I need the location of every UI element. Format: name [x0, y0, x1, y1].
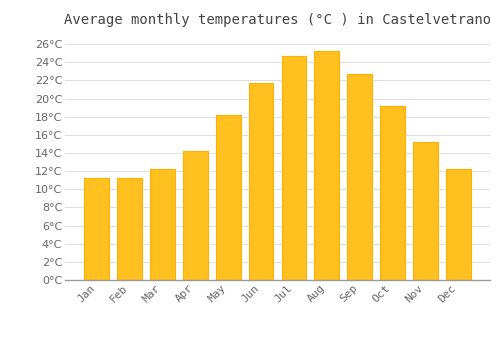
Bar	[282, 56, 306, 280]
Bar	[446, 169, 470, 280]
Bar	[216, 115, 240, 280]
Bar	[117, 178, 142, 280]
Bar	[380, 106, 405, 280]
Bar	[150, 169, 174, 280]
Bar	[413, 142, 438, 280]
Bar	[183, 151, 208, 280]
Bar	[84, 178, 109, 280]
Bar	[314, 51, 339, 280]
Title: Average monthly temperatures (°C ) in Castelvetrano: Average monthly temperatures (°C ) in Ca…	[64, 13, 491, 27]
Bar	[248, 83, 274, 280]
Bar	[348, 74, 372, 280]
